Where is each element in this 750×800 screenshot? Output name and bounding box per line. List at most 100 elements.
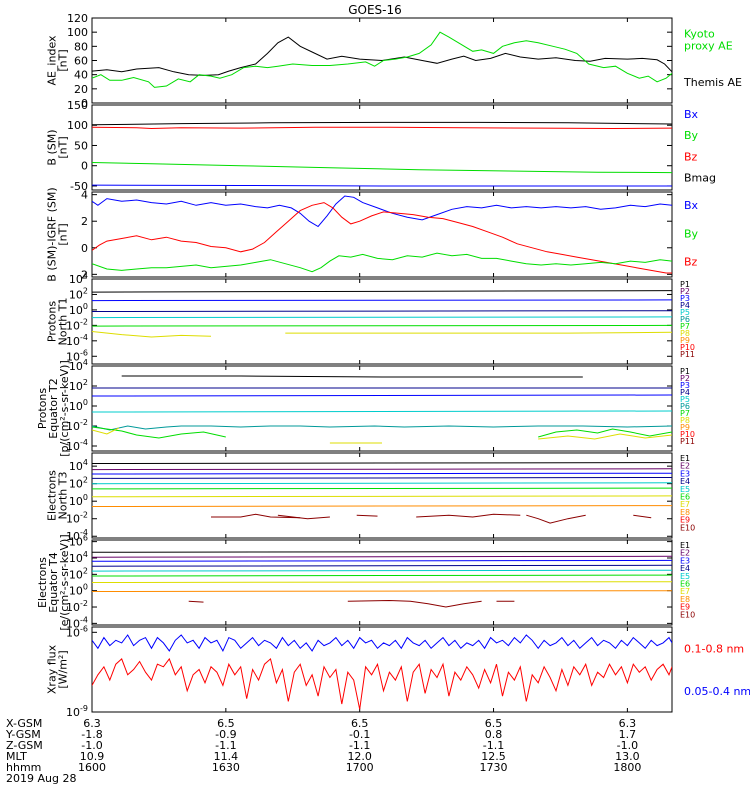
series-line-e1: [92, 550, 672, 553]
panel-bsm: -50 0 50 100 150 B (SM)[nT] Bx By Bz Bmag: [46, 99, 717, 193]
series-group: [92, 195, 672, 274]
y-axis-label: [p/(cm²-s-sr-keV)]: [58, 360, 71, 457]
y-axis-label: [nT]: [57, 223, 70, 245]
series-line-e10b: [347, 599, 482, 608]
series-line-e8: [92, 505, 672, 507]
panel-frame: [91, 452, 673, 539]
y-axis-label: Equator T4: [47, 552, 60, 612]
series-line-e5: [92, 569, 672, 572]
row-label-ygsm: Y-GSM: [5, 728, 41, 741]
x-tick-value-ygsm: -0.1: [349, 728, 370, 741]
legend-entry: Bx: [684, 199, 699, 212]
legend-entry: E8: [680, 595, 690, 604]
y-tick-label: 10-4: [66, 438, 88, 453]
y-tick-label: 100: [69, 583, 88, 598]
y-axis-label: AE_index: [46, 35, 59, 86]
x-tick-value-hhmm: 1730: [480, 761, 508, 774]
y-tick-base: 10: [69, 552, 83, 565]
y-tick-exponent: -6: [80, 624, 88, 633]
series-line-p4: [92, 310, 672, 312]
legend-entry: Bmag: [684, 172, 716, 185]
series-line-p8b: [285, 331, 672, 334]
y-tick-label: 10-4: [66, 615, 88, 630]
series-line-e4: [92, 477, 672, 479]
legend: Bx By Bz: [684, 199, 699, 269]
y-tick-label: -2: [77, 268, 88, 281]
legend-entry: E4: [680, 477, 690, 486]
y-axis-label: Equator T2: [47, 378, 60, 438]
legend-entry: E7: [680, 587, 690, 596]
legend-entry: P2: [680, 374, 690, 383]
series-line-p9: [92, 427, 120, 435]
series-line-p5: [92, 410, 672, 413]
figure-title: GOES-16: [348, 3, 402, 17]
y-tick-label: 50: [74, 139, 88, 152]
legend-entry-line: Kyoto: [684, 28, 715, 41]
y-tick-label: 104: [69, 271, 88, 286]
series-line-kyoto-proxy-ae: [92, 31, 672, 88]
series-line-e3: [92, 472, 672, 475]
y-tick-label: 100: [67, 119, 88, 132]
panel-frame: [91, 278, 673, 365]
legend-entry: By: [684, 227, 699, 240]
y-tick-base: 10: [66, 319, 80, 332]
series-line-e10f: [633, 514, 652, 519]
series-line-e10: [188, 600, 204, 603]
x-tick-value-ygsm: 1.7: [619, 728, 637, 741]
series-line-p8: [92, 331, 212, 338]
y-tick-base: 10: [69, 273, 83, 286]
x-tick-value-hhmm: 1600: [78, 761, 106, 774]
y-tick-exponent: -2: [80, 317, 88, 326]
y-tick-label: 40: [74, 69, 88, 82]
y-tick-label: 10-2: [66, 599, 88, 614]
y-tick-base: 10: [66, 335, 80, 348]
series-group: [92, 550, 672, 608]
panel-frame: [91, 191, 673, 278]
y-tick-label: 10-6: [66, 348, 88, 363]
legend-entry: E7: [680, 500, 690, 509]
series-line-e10e: [526, 514, 586, 524]
legend-entry: E10: [680, 610, 695, 619]
legend-entry: P7: [680, 409, 690, 418]
legend-entry: P3: [680, 294, 690, 303]
legend-entry: E5: [680, 485, 690, 494]
series-line-p7: [92, 425, 672, 431]
legend-entry: E1: [680, 454, 690, 463]
legend-entry: P5: [680, 308, 690, 317]
y-tick-exponent: -9: [80, 704, 88, 713]
legend-entry: P6: [680, 315, 690, 324]
y-tick-exponent: 2: [83, 566, 88, 575]
x-tick-value-zgsm: -1.0: [81, 739, 102, 752]
x-axis-labels: X-GSM 6.3 6.5 6.5 6.5 6.3 Y-GSM -1.8 -0.9 -0.1 0.8…: [5, 717, 641, 785]
y-tick-exponent: 4: [83, 458, 88, 467]
legend-entry: E10: [680, 523, 695, 532]
series-line-p3: [92, 299, 672, 302]
y-tick-base: 10: [66, 617, 80, 630]
legend-entry: E3: [680, 556, 690, 565]
y-tick-base: 10: [69, 380, 83, 393]
row-label-zgsm: Z-GSM: [6, 739, 43, 752]
legend-entry: P10: [680, 430, 695, 439]
series-group: [92, 121, 672, 187]
y-axis-label: B (SM)-IGRF (SM): [46, 187, 59, 281]
x-tick-value-hhmm: 1800: [613, 761, 641, 774]
panel-frame: [91, 626, 673, 713]
legend-entry: P8: [680, 329, 690, 338]
legend-entry: P8: [680, 416, 690, 425]
x-tick-value-hhmm: 1630: [212, 761, 240, 774]
date-label: 2019 Aug 28: [6, 772, 76, 785]
y-tick-label: 10-4: [66, 333, 88, 348]
y-tick-label: 102: [69, 566, 88, 581]
y-tick-exponent: 4: [83, 358, 88, 367]
y-tick-base: 10: [66, 420, 80, 433]
y-axis-label: Electrons: [36, 557, 49, 608]
legend-entry: E6: [680, 493, 690, 502]
x-tick-value-ygsm: 0.8: [485, 728, 503, 741]
series-line-e1: [92, 462, 672, 464]
